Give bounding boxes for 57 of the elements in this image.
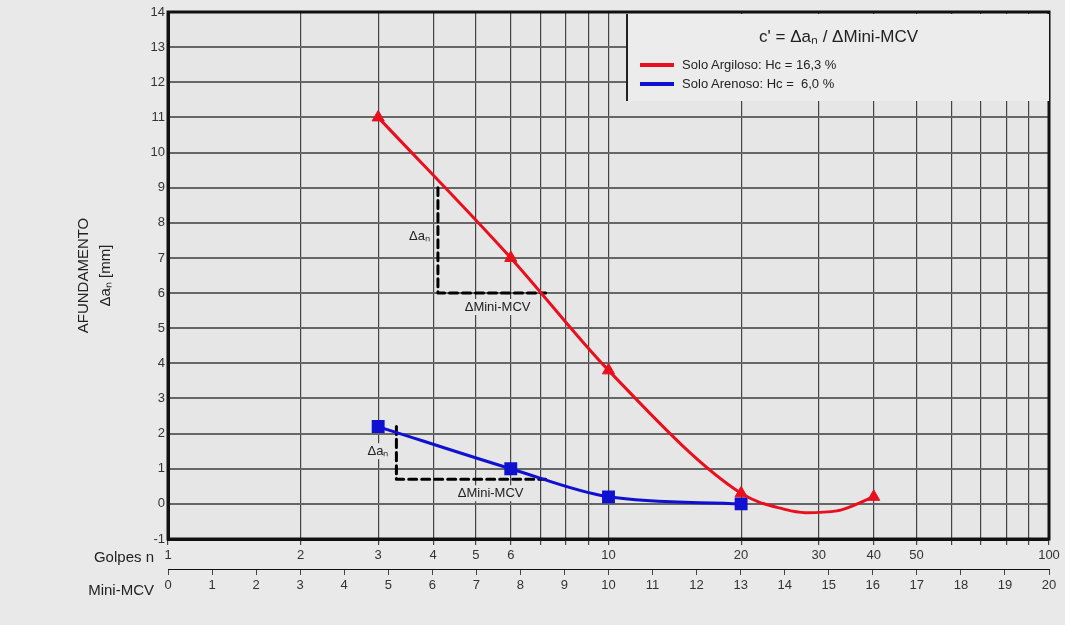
x2-tick-label: 14: [777, 577, 792, 593]
x2-tick-label: 4: [340, 577, 348, 593]
x-tick-label: 10: [601, 547, 616, 563]
x-tick-label: 4: [429, 547, 437, 563]
x-tick-label: 5: [472, 547, 480, 563]
y-tick-label: 2: [157, 425, 165, 441]
x2-tick-label: 9: [560, 577, 569, 593]
legend-label: Solo Arenoso: Hc = 6,0 %: [682, 76, 835, 91]
y-tick-label: 14: [150, 3, 165, 19]
x2-axis-title: Mini-MCV: [88, 581, 154, 599]
y-tick-label: 7: [157, 249, 165, 265]
x-tick-label: 20: [733, 547, 749, 563]
y-tick-label: 12: [150, 73, 165, 89]
y-tick-label: -1: [153, 530, 165, 546]
x2-tick-label: 10: [601, 577, 616, 593]
x-axis-title: Golpes n: [93, 548, 154, 566]
y-tick-label: 5: [157, 319, 165, 335]
x-tick-label: 2: [296, 547, 305, 563]
x2-tick-label: 18: [953, 577, 969, 593]
x2-tick-label: 3: [296, 577, 304, 593]
y-axis-title: AFUNDAMENTO Δaₙ [mm]: [74, 217, 114, 334]
x2-tick-label: 6: [428, 577, 436, 593]
x2-tick-label: 12: [689, 577, 704, 593]
x2-tick-label: 16: [865, 577, 881, 593]
x2-tick-label: 8: [516, 577, 525, 593]
y-tick-label: 9: [157, 179, 165, 195]
y-tick-label: 4: [157, 354, 165, 370]
x-tick-label: 100: [1038, 547, 1060, 563]
x-tick-label: 50: [909, 547, 924, 563]
legend-label: Solo Argiloso: Hc = 16,3 %: [682, 57, 837, 72]
x2-tick-label: 7: [472, 577, 480, 593]
x2-tick-label: 13: [733, 577, 748, 593]
x-tick-label: 6: [507, 547, 515, 563]
y-tick-label: 13: [150, 38, 165, 54]
annotation: Δaₙ: [367, 442, 389, 458]
x2-tick-label: 19: [997, 577, 1013, 593]
x-tick-label: 30: [811, 547, 826, 563]
y-tick-label: 10: [150, 144, 165, 160]
y-tick-label: 11: [151, 108, 165, 124]
x-tick-label: 40: [866, 547, 881, 563]
annotation: ΔMini-MCV: [464, 298, 531, 314]
x2-tick-label: 2: [252, 577, 260, 593]
x2-tick-label: 11: [645, 577, 660, 593]
annotation: Δaₙ: [409, 228, 430, 244]
x2-tick-label: 1: [208, 577, 216, 593]
y-tick-label: 8: [157, 214, 165, 230]
x2-tick-label: 15: [821, 577, 836, 593]
y-tick-label: 3: [157, 390, 165, 406]
y-tick-label: 6: [157, 284, 165, 300]
x2-tick-label: 20: [1041, 577, 1057, 593]
annotation: c' = Δaₙ / ΔMini-MCV: [758, 26, 920, 47]
x-tick-label: 3: [374, 547, 382, 563]
x2-tick-label: 17: [909, 577, 925, 593]
y-tick-label: 1: [157, 460, 165, 476]
annotation: ΔMini-MCV: [457, 484, 524, 500]
x2-tick-label: 5: [384, 577, 392, 593]
y-tick-label: 0: [157, 495, 165, 511]
